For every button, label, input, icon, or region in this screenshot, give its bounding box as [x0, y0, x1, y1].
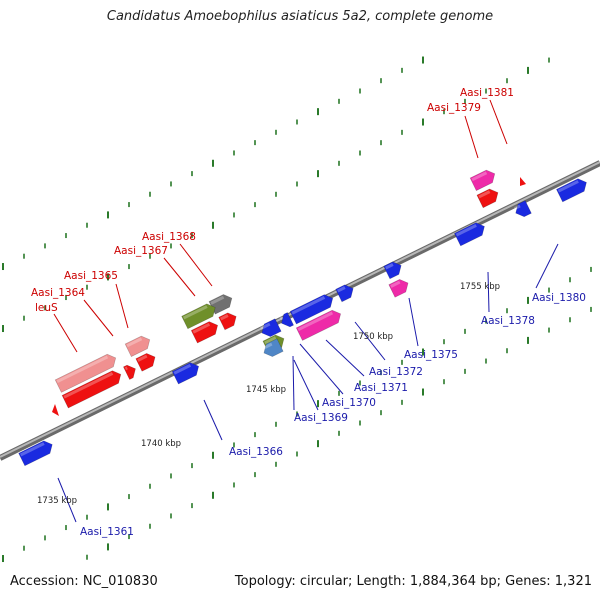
leader-line	[57, 477, 77, 523]
genome-summary: Topology: circular; Length: 1,884,364 bp…	[234, 574, 592, 589]
gene-block	[171, 362, 200, 385]
kbp-label: 1735 kbp	[37, 496, 77, 506]
gene-label: Aasi_1365	[64, 270, 118, 282]
gene-block	[469, 169, 496, 191]
kbp-label: 1745 kbp	[246, 385, 286, 395]
gene-block	[388, 279, 409, 298]
gene-label: Aasi_1370	[322, 397, 376, 409]
kbp-label: 1755 kbp	[460, 282, 500, 292]
gene-label: Aasi_1366	[229, 446, 283, 458]
kbp-label: 1740 kbp	[141, 439, 181, 449]
gene-block	[61, 370, 122, 409]
leader-line	[535, 243, 559, 289]
gene-block	[124, 335, 151, 357]
leader-line	[83, 299, 114, 337]
leader-line	[299, 343, 344, 395]
gene-label: Aasi_1364	[31, 287, 85, 299]
gene-marker	[520, 177, 526, 186]
leader-line	[354, 321, 386, 361]
gene-block	[454, 222, 485, 247]
gene-label: Aasi_1380	[532, 292, 586, 304]
gene-labels: Aasi_1381 Aasi_1379 Aasi_1368 Aasi_1367 …	[31, 87, 586, 538]
gene-label: leuS	[35, 302, 58, 314]
gene-block	[54, 353, 117, 393]
gene-label: Aasi_1367	[114, 245, 168, 257]
gene-block	[181, 303, 216, 330]
gene-features	[18, 169, 587, 467]
gene-label: Aasi_1381	[460, 87, 514, 99]
leader-line	[163, 257, 196, 297]
gene-block	[335, 284, 354, 303]
gene-block	[218, 312, 237, 331]
gene-label: Aasi_1361	[80, 526, 134, 538]
leader-line	[203, 399, 223, 441]
gene-label: Aasi_1372	[369, 366, 423, 378]
gene-block	[260, 318, 282, 337]
gene-label: Aasi_1378	[481, 315, 535, 327]
gene-block	[135, 353, 156, 372]
gene-block	[513, 200, 532, 218]
tick-marks	[2, 56, 592, 563]
leader-line	[293, 359, 319, 411]
gene-label: Aasi_1375	[404, 349, 458, 361]
gene-label: Aasi_1371	[354, 382, 408, 394]
leader-line	[487, 271, 490, 313]
leader-line	[408, 297, 419, 347]
leader-line	[53, 313, 78, 353]
label-leader-lines	[53, 99, 559, 523]
gene-block	[556, 178, 587, 203]
gene-marker	[52, 404, 59, 416]
kbp-labels: 1735 kbp 1740 kbp 1745 kbp 1750 kbp 1755…	[37, 282, 500, 506]
accession-label: Accession: NC_010830	[10, 574, 158, 589]
map-title: Candidatus Amoebophilus asiaticus 5a2, c…	[106, 9, 494, 24]
leader-line	[179, 243, 213, 287]
gene-block	[295, 309, 341, 341]
gene-block	[262, 338, 284, 357]
kbp-label: 1750 kbp	[353, 332, 393, 342]
gene-label: Aasi_1368	[142, 231, 196, 243]
leader-line	[464, 115, 479, 159]
gene-block	[190, 321, 219, 344]
leader-line	[292, 355, 295, 411]
gene-label: Aasi_1379	[427, 102, 481, 114]
gene-block	[476, 188, 499, 209]
gene-block	[18, 440, 53, 467]
gene-block	[123, 364, 136, 380]
gene-block	[383, 261, 402, 280]
leader-line	[489, 99, 508, 145]
gene-block	[289, 294, 334, 325]
leader-line	[325, 339, 365, 377]
leader-line	[115, 283, 129, 329]
gene-label: Aasi_1369	[294, 412, 348, 424]
gene-block	[279, 312, 294, 328]
